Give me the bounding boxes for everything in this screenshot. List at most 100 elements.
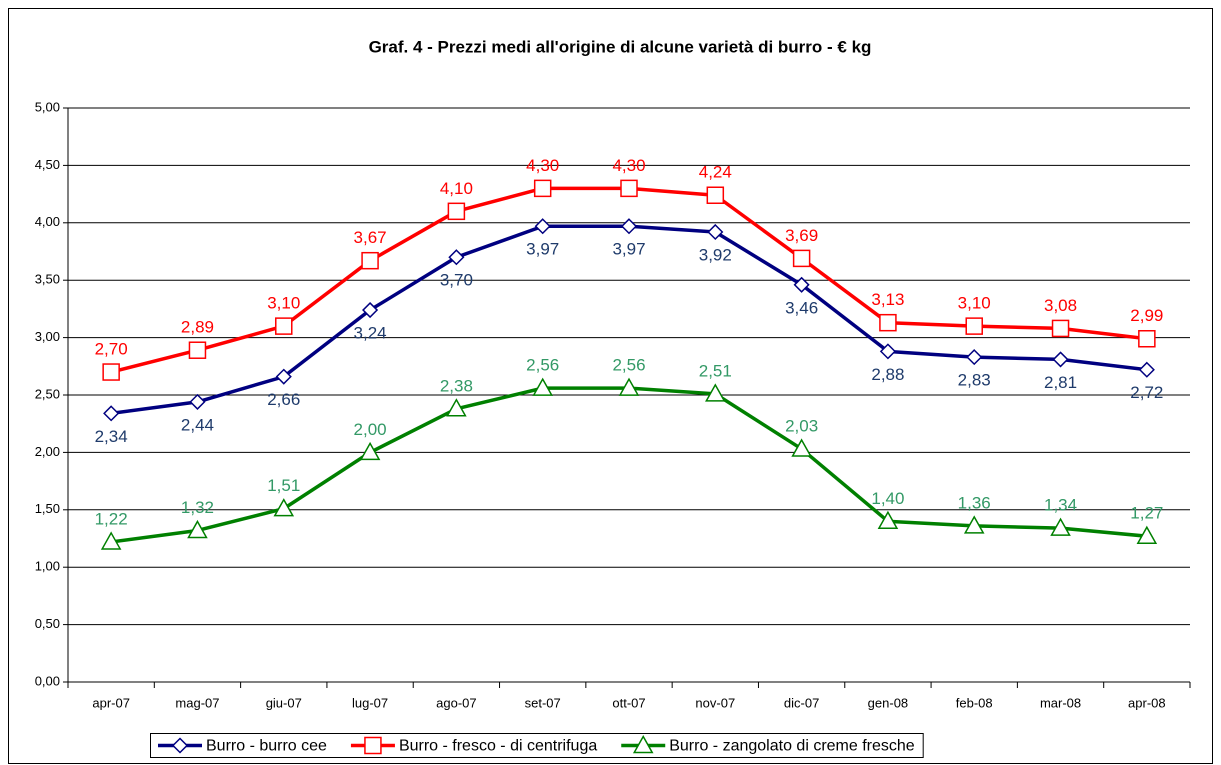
marker	[187, 519, 208, 539]
marker	[1052, 351, 1069, 368]
marker	[100, 531, 122, 550]
marker	[793, 276, 810, 293]
x-tick-label: apr-07	[92, 695, 130, 710]
data-label: 1,36	[958, 493, 991, 512]
data-label: 2,66	[267, 390, 300, 409]
data-label: 1,51	[267, 476, 300, 495]
data-label: 2,70	[95, 340, 128, 359]
marker	[1051, 319, 1070, 338]
y-tick-label: 4,00	[35, 214, 60, 229]
legend-label: Burro - zangolato di creme fresche	[669, 738, 915, 755]
marker	[792, 249, 811, 268]
marker	[620, 218, 638, 235]
data-label: 1,27	[1130, 504, 1163, 523]
data-label: 3,10	[958, 294, 991, 313]
legend: Burro - burro cee Burro - fresco - di cen…	[150, 733, 924, 758]
x-tick-label: ago-07	[436, 695, 476, 710]
marker	[632, 734, 654, 754]
data-label: 3,67	[354, 228, 387, 247]
legend-label: Burro - burro cee	[206, 738, 327, 755]
x-tick-label: mar-08	[1040, 695, 1081, 710]
data-label: 3,13	[871, 290, 904, 309]
marker	[879, 343, 896, 360]
marker	[966, 349, 983, 366]
data-label: 2,38	[440, 376, 473, 395]
marker	[1138, 361, 1155, 378]
marker	[533, 179, 552, 198]
x-tick-label: set-07	[525, 695, 561, 710]
x-tick-label: dic-07	[784, 695, 819, 710]
legend-label: Burro - fresco - di centrifuga	[399, 738, 597, 755]
x-tick-label: feb-08	[956, 695, 993, 710]
y-tick-label: 1,00	[35, 559, 60, 574]
marker	[706, 186, 725, 204]
data-label: 3,69	[785, 226, 818, 245]
marker	[273, 498, 295, 517]
marker	[188, 341, 207, 359]
data-label: 1,32	[181, 498, 214, 517]
data-label: 2,72	[1130, 383, 1163, 402]
marker	[102, 363, 120, 381]
data-label: 4,30	[612, 156, 645, 175]
marker	[364, 736, 382, 755]
marker	[791, 438, 812, 457]
y-tick-label: 5,00	[35, 99, 60, 114]
data-label: 2,03	[785, 416, 818, 435]
y-tick-label: 0,00	[35, 673, 60, 688]
data-label: 1,40	[871, 489, 904, 508]
marker	[362, 301, 379, 319]
data-label: 3,10	[267, 294, 300, 313]
x-tick-label: apr-08	[1128, 695, 1166, 710]
x-tick-label: lug-07	[352, 695, 388, 710]
data-label: 2,81	[1044, 373, 1077, 392]
y-tick-label: 2,50	[35, 386, 60, 401]
marker	[965, 317, 983, 335]
data-label: 3,97	[526, 240, 559, 259]
marker	[361, 251, 379, 270]
y-tick-label: 2,00	[35, 444, 60, 459]
data-label: 2,34	[95, 427, 128, 446]
x-tick-label: gen-08	[868, 695, 908, 710]
marker	[275, 317, 293, 335]
x-tick-label: nov-07	[695, 695, 735, 710]
data-label: 3,46	[785, 298, 818, 317]
data-label: 3,97	[612, 240, 645, 259]
chart-title: Graf. 4 - Prezzi medi all'origine di alc…	[369, 37, 872, 56]
marker	[620, 179, 638, 198]
data-label: 3,08	[1044, 296, 1077, 315]
y-tick-label: 3,00	[35, 329, 60, 344]
marker	[534, 218, 551, 235]
data-label: 2,56	[526, 356, 559, 375]
marker	[1050, 517, 1071, 536]
marker	[1138, 329, 1156, 348]
data-label: 3,70	[440, 271, 473, 290]
data-label: 2,99	[1130, 306, 1163, 325]
marker	[877, 510, 899, 530]
marker	[446, 398, 467, 417]
marker	[879, 313, 897, 332]
data-label: 2,83	[958, 371, 991, 390]
marker	[618, 377, 640, 396]
data-label: 3,92	[699, 245, 732, 264]
chart-border	[8, 8, 1213, 764]
marker	[447, 202, 466, 221]
marker	[171, 737, 189, 754]
data-label: 2,51	[699, 361, 732, 380]
marker	[1136, 525, 1158, 544]
marker	[963, 515, 985, 534]
legend-box	[150, 733, 924, 758]
data-label: 4,10	[440, 179, 473, 198]
data-label: 1,34	[1044, 496, 1077, 515]
x-tick-label: ott-07	[612, 695, 645, 710]
data-label: 2,00	[354, 420, 387, 439]
y-tick-label: 1,50	[35, 501, 60, 516]
x-tick-label: giu-07	[266, 695, 302, 710]
data-label: 2,56	[612, 356, 645, 375]
marker	[275, 368, 292, 385]
x-tick-label: mag-07	[175, 695, 219, 710]
y-tick-label: 4,50	[35, 157, 60, 172]
y-tick-label: 0,50	[35, 616, 60, 631]
marker	[359, 441, 381, 461]
marker	[448, 249, 465, 266]
